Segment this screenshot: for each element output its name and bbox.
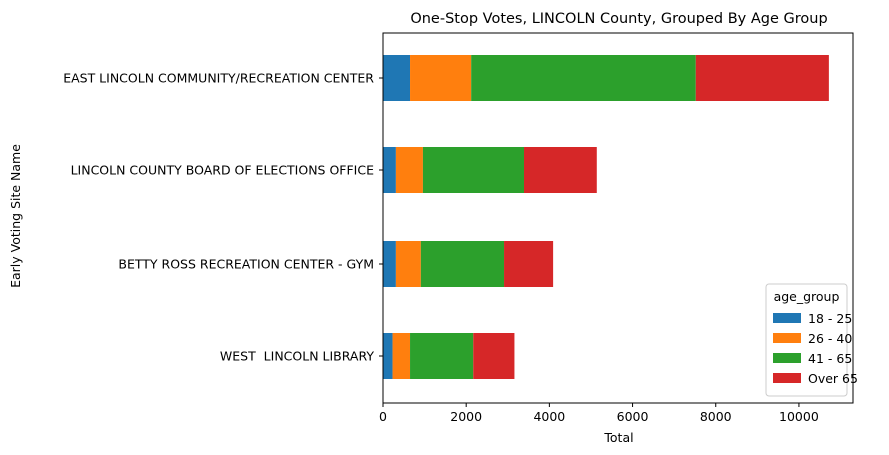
legend-swatch: [773, 353, 801, 363]
bar-segment: [695, 55, 829, 101]
x-tick-label: 0: [379, 409, 387, 424]
y-tick-label: WEST LINCOLN LIBRARY: [220, 349, 374, 364]
x-axis-label: Total: [603, 430, 633, 445]
bar-segment: [422, 147, 524, 193]
axes-frame: [382, 32, 854, 404]
bar-segment: [395, 147, 423, 193]
bar-segment: [383, 147, 396, 193]
legend-swatch: [773, 333, 801, 343]
legend-label: 18 - 25: [808, 311, 852, 326]
bar-segment: [392, 333, 411, 379]
legend-swatch: [773, 373, 801, 383]
bar-segment: [410, 333, 474, 379]
bar-segment: [410, 55, 472, 101]
bar-segment: [383, 55, 411, 101]
bar-segment: [473, 333, 515, 379]
y-axis-label: Early Voting Site Name: [8, 144, 23, 288]
legend-title: age_group: [774, 289, 840, 304]
legend-label: Over 65: [808, 371, 858, 386]
bar-segment: [471, 55, 696, 101]
chart-title: One-Stop Votes, LINCOLN County, Grouped …: [410, 11, 827, 27]
bar-segment: [383, 333, 393, 379]
legend: age_group 18 - 25 26 - 40 41 - 65 Over 65: [765, 283, 858, 397]
bar-segment: [524, 147, 597, 193]
x-tick-label: 8000: [700, 409, 732, 424]
x-tick-label: 10000: [779, 409, 819, 424]
legend-swatch: [773, 313, 801, 323]
bar-segment: [395, 241, 421, 287]
bar-segment: [383, 241, 396, 287]
legend-box: [765, 283, 848, 397]
y-tick-label: EAST LINCOLN COMMUNITY/RECREATION CENTER: [63, 71, 374, 86]
legend-label: 41 - 65: [808, 351, 852, 366]
bar-segment: [420, 241, 505, 287]
x-tick-label: 4000: [533, 409, 565, 424]
x-tick-label: 6000: [617, 409, 649, 424]
x-tick-label: 2000: [450, 409, 482, 424]
plot-area: WEST LINCOLN LIBRARY BETTY ROSS RECREATIO…: [63, 32, 854, 424]
y-tick-label: BETTY ROSS RECREATION CENTER - GYM: [118, 257, 374, 272]
y-tick-label: LINCOLN COUNTY BOARD OF ELECTIONS OFFICE: [71, 163, 375, 178]
legend-label: 26 - 40: [808, 331, 852, 346]
bar-segment: [504, 241, 554, 287]
